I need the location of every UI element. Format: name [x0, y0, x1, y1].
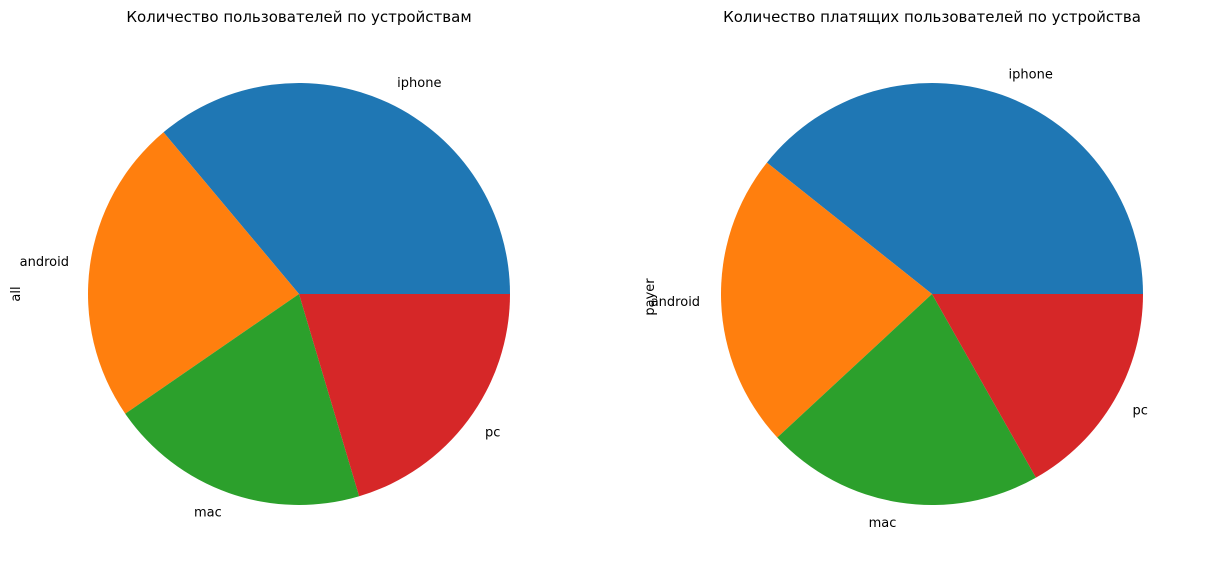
slice-label: iphone — [397, 76, 441, 91]
pie-slices — [721, 82, 1143, 505]
slice-label: mac — [869, 516, 897, 531]
pie-labels: iphone android mac pc — [651, 67, 1148, 530]
pie-slice-android — [88, 132, 300, 414]
slice-label: pc — [1133, 403, 1148, 418]
pie-chart-payers: Количество платящих пользователей по уст… — [643, 8, 1148, 531]
pie-slice-mac — [125, 294, 360, 506]
slice-label: pc — [485, 425, 500, 440]
slice-label: iphone — [1009, 67, 1053, 82]
pie-slice-iphone — [766, 82, 1143, 294]
y-axis-label: payer — [643, 278, 658, 316]
pie-slice-iphone — [163, 83, 511, 295]
chart-title: Количество пользователей по устройствам — [126, 8, 471, 26]
chart-title: Количество платящих пользователей по уст… — [723, 8, 1141, 26]
pie-chart-users: Количество пользователей по устройствам … — [9, 8, 511, 520]
pie-slice-android — [721, 162, 932, 438]
pie-slices — [88, 83, 511, 506]
slice-label: mac — [194, 505, 222, 520]
y-axis-label: all — [9, 286, 24, 301]
slice-label: android — [651, 295, 700, 310]
slice-label: android — [20, 255, 69, 270]
pie-slice-pc — [932, 294, 1143, 478]
pie-labels: iphone android mac pc — [20, 76, 501, 520]
pie-slice-pc — [299, 294, 511, 497]
pie-slice-mac — [777, 294, 1036, 505]
